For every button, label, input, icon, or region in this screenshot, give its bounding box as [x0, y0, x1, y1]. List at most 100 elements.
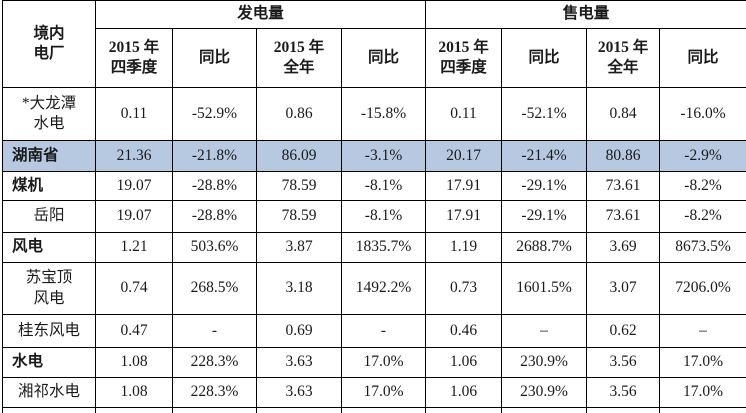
- cell-value: 17.0%: [659, 377, 746, 408]
- table-row: 煤机 19.07 -28.8% 78.59 -8.1% 17.91 -29.1% 73.61-…: [2, 171, 746, 201]
- cell-value: 1.08: [95, 347, 173, 378]
- cell-value: 0.69: [256, 314, 342, 348]
- cell-value: 19.07: [95, 171, 173, 201]
- corner-header-domestic-plants: 境内 电厂: [2, 0, 96, 88]
- cell-value: -: [172, 314, 257, 348]
- cell-value: 1601.5%: [501, 262, 588, 315]
- cell-value: 3.56: [586, 377, 661, 408]
- cell-value: 86.09: [256, 140, 342, 172]
- column-header: 同比: [501, 28, 588, 88]
- table-row: 桂东风电 0.47-0.69-0.46–0.62–: [2, 314, 746, 348]
- cell-value: 3.18: [256, 262, 342, 315]
- cell-value: 78.59: [256, 171, 342, 201]
- table-row: 湖南省 21.36 -21.8% 86.09 -3.1% 20.17 -21.4% 80.86…: [2, 140, 746, 172]
- table-row: 湘祁水电 1.08 228.3% 3.63 17.0% 1.06 230.9% 3.56 17.…: [2, 377, 746, 408]
- cell-value: -8.2%: [659, 171, 746, 201]
- cell-value: 268.5%: [172, 262, 257, 315]
- cell-value: 228.3%: [172, 377, 257, 408]
- subheader-row: 2015 年 四季度 同比 2015 年 全年 同比 2015 年 四季度 同比 2015 …: [3, 28, 746, 88]
- cell-value: 230.9%: [501, 377, 588, 408]
- cell-value: -16.0%: [659, 87, 746, 141]
- cell-value: 21.36: [95, 140, 173, 172]
- row-label: 煤机: [2, 171, 96, 201]
- cell-value: -29.1%: [501, 200, 588, 233]
- column-header: 2015 年 四季度: [425, 28, 503, 88]
- cell-value: 0.11: [95, 87, 173, 141]
- cell-value: -8.1%: [340, 171, 427, 201]
- column-header: 同比: [659, 28, 746, 88]
- cell-value: 17.0%: [340, 347, 427, 378]
- cell-empty: [425, 407, 503, 413]
- cell-value: -2.9%: [659, 140, 746, 172]
- cell-empty: [340, 407, 427, 413]
- row-label: 岳阳: [2, 200, 96, 233]
- table-row: 苏宝顶 风电 0.74 268.5% 3.18 1492.2% 0.73 1601.5% 3.…: [2, 262, 746, 315]
- cell-value: 17.0%: [659, 347, 746, 378]
- cell-empty: [172, 407, 257, 413]
- cell-value: -21.4%: [501, 140, 588, 172]
- cell-value: 0.47: [95, 314, 173, 348]
- cell-value: 1.19: [425, 232, 503, 263]
- cell-value: -: [340, 314, 427, 348]
- cell-value: 73.61: [586, 200, 661, 233]
- cell-value: 78.59: [256, 200, 342, 233]
- cell-value: 3.87: [256, 232, 342, 263]
- cell-empty: [659, 407, 746, 413]
- cell-value: 3.63: [256, 347, 342, 378]
- cell-value: 1.06: [425, 377, 503, 408]
- cell-value: -29.1%: [501, 171, 588, 201]
- cell-empty: [2, 407, 96, 413]
- cell-value: 0.46: [425, 314, 503, 348]
- cell-value: -8.2%: [659, 200, 746, 233]
- group-header-row: 境内 电厂 发电量 售电量: [2, 0, 746, 88]
- cell-value: 3.69: [586, 232, 661, 263]
- cell-value: 0.73: [425, 262, 503, 315]
- cell-value: -52.1%: [501, 87, 588, 141]
- cell-value: 0.86: [256, 87, 342, 141]
- row-label: 风电: [2, 232, 96, 263]
- row-label: 桂东风电: [2, 314, 96, 348]
- cell-value: 1835.7%: [340, 232, 427, 263]
- cell-value: 20.17: [425, 140, 503, 172]
- cell-value: -15.8%: [340, 87, 427, 141]
- group-header-generation: 发电量: [94, 0, 427, 29]
- column-header: 2015 年 全年: [586, 28, 661, 88]
- row-label: 湘祁水电: [2, 377, 96, 408]
- cell-value: 3.56: [586, 347, 661, 378]
- cell-value: 1.08: [95, 377, 173, 408]
- cell-value: 0.74: [95, 262, 173, 315]
- column-header: 同比: [172, 28, 257, 88]
- cell-value: -28.8%: [172, 171, 257, 201]
- cell-value: 2688.7%: [501, 232, 588, 263]
- cell-value: -8.1%: [340, 200, 427, 233]
- partial-row: [2, 407, 746, 413]
- cell-value: –: [501, 314, 588, 348]
- cell-value: 1.06: [425, 347, 503, 378]
- cell-value: 17.0%: [340, 377, 427, 408]
- cell-value: 80.86: [586, 140, 661, 172]
- cell-value: 503.6%: [172, 232, 257, 263]
- cell-value: 17.91: [425, 171, 503, 201]
- cell-value: 0.11: [425, 87, 503, 141]
- cell-value: 228.3%: [172, 347, 257, 378]
- cell-value: 0.84: [586, 87, 661, 141]
- cell-value: 3.07: [586, 262, 661, 315]
- cell-value: 7206.0%: [659, 262, 746, 315]
- cell-value: 8673.5%: [659, 232, 746, 263]
- cell-value: -3.1%: [340, 140, 427, 172]
- cell-value: 1.21: [95, 232, 173, 263]
- table-row: 风电 1.21 503.6% 3.87 1835.7% 1.19 2688.7% 3.69 86…: [2, 232, 746, 263]
- cell-value: 19.07: [95, 200, 173, 233]
- row-label: 水电: [2, 347, 96, 378]
- column-header: 2015 年 四季度: [95, 28, 173, 88]
- cell-value: 0.62: [586, 314, 661, 348]
- column-header: 同比: [340, 28, 427, 88]
- cell-value: 1492.2%: [340, 262, 427, 315]
- cell-value: -28.8%: [172, 200, 257, 233]
- cell-value: -21.8%: [172, 140, 257, 172]
- row-label: *大龙潭 水电: [2, 87, 96, 141]
- cell-value: 230.9%: [501, 347, 588, 378]
- cell-value: –: [659, 314, 746, 348]
- table-row: 岳阳 19.07 -28.8% 78.59 -8.1% 17.91 -29.1% 73.61-…: [2, 200, 746, 233]
